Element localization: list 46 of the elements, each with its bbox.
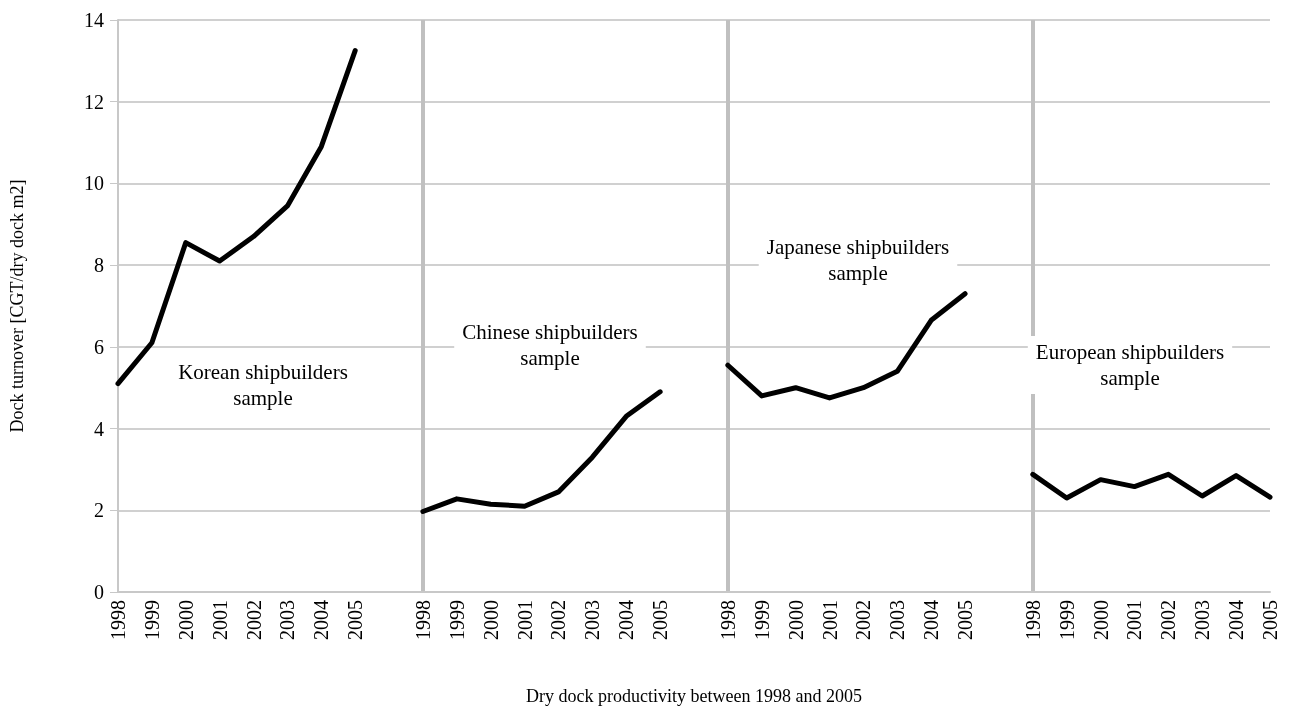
- x-tick-label: 1998: [411, 600, 434, 640]
- y-tick-label: 6: [94, 335, 104, 358]
- y-tick-label: 8: [94, 254, 104, 277]
- x-tick-label: 2002: [547, 600, 570, 640]
- x-tick-label: 2005: [344, 600, 367, 640]
- x-tick-label: 2000: [1089, 600, 1112, 640]
- x-tick-label: 2001: [1123, 600, 1146, 640]
- x-tick-label: 2001: [208, 600, 231, 640]
- x-tick-label: 2003: [886, 600, 909, 640]
- y-tick-label: 10: [84, 172, 104, 195]
- x-tick-label: 2001: [818, 600, 841, 640]
- x-tick-label: 1998: [107, 600, 129, 640]
- y-tick-label: 0: [94, 581, 104, 603]
- x-tick-label: 1998: [1021, 600, 1044, 640]
- x-tick-label: 2000: [479, 600, 502, 640]
- x-tick-label: 2004: [615, 600, 638, 640]
- x-tick-label: 2001: [513, 600, 536, 640]
- x-tick-label: 1999: [140, 600, 163, 640]
- x-tick-label: 1998: [716, 600, 739, 640]
- x-tick-label: 2002: [1157, 600, 1180, 640]
- x-tick-label: 2000: [784, 600, 807, 640]
- y-tick-label: 14: [84, 9, 104, 31]
- x-tick-label: 2002: [852, 600, 875, 640]
- x-tick-label: 1999: [750, 600, 773, 640]
- x-tick-label: 2003: [1191, 600, 1214, 640]
- x-tick-label: 2005: [649, 600, 672, 640]
- x-tick-label: 2004: [310, 600, 333, 640]
- x-tick-label: 1999: [445, 600, 468, 640]
- x-tick-label: 2003: [276, 600, 299, 640]
- x-tick-label: 2004: [1225, 600, 1248, 640]
- annotation: Korean shipbuilders sample: [178, 360, 348, 410]
- x-tick-label: 2005: [954, 600, 977, 640]
- annotation: European shipbuilders sample: [1035, 340, 1225, 390]
- y-tick-label: 4: [94, 417, 104, 440]
- y-tick-label: 2: [94, 499, 104, 522]
- y-tick-label: 12: [84, 90, 104, 113]
- x-axis-title: Dry dock productivity between 1998 and 2005: [526, 686, 862, 706]
- x-tick-label: 2002: [242, 600, 265, 640]
- annotation: Japanese shipbuilders sample: [766, 235, 950, 285]
- y-axis-title: Dock turnover [CGT/dry dock m2]: [7, 179, 27, 433]
- x-tick-label: 2004: [920, 600, 943, 640]
- annotation: Chinese shipbuilders sample: [462, 320, 638, 370]
- x-tick-label: 1999: [1055, 600, 1078, 640]
- x-tick-label: 2003: [581, 600, 604, 640]
- x-tick-label: 2000: [174, 600, 197, 640]
- x-tick-label: 2005: [1259, 600, 1281, 640]
